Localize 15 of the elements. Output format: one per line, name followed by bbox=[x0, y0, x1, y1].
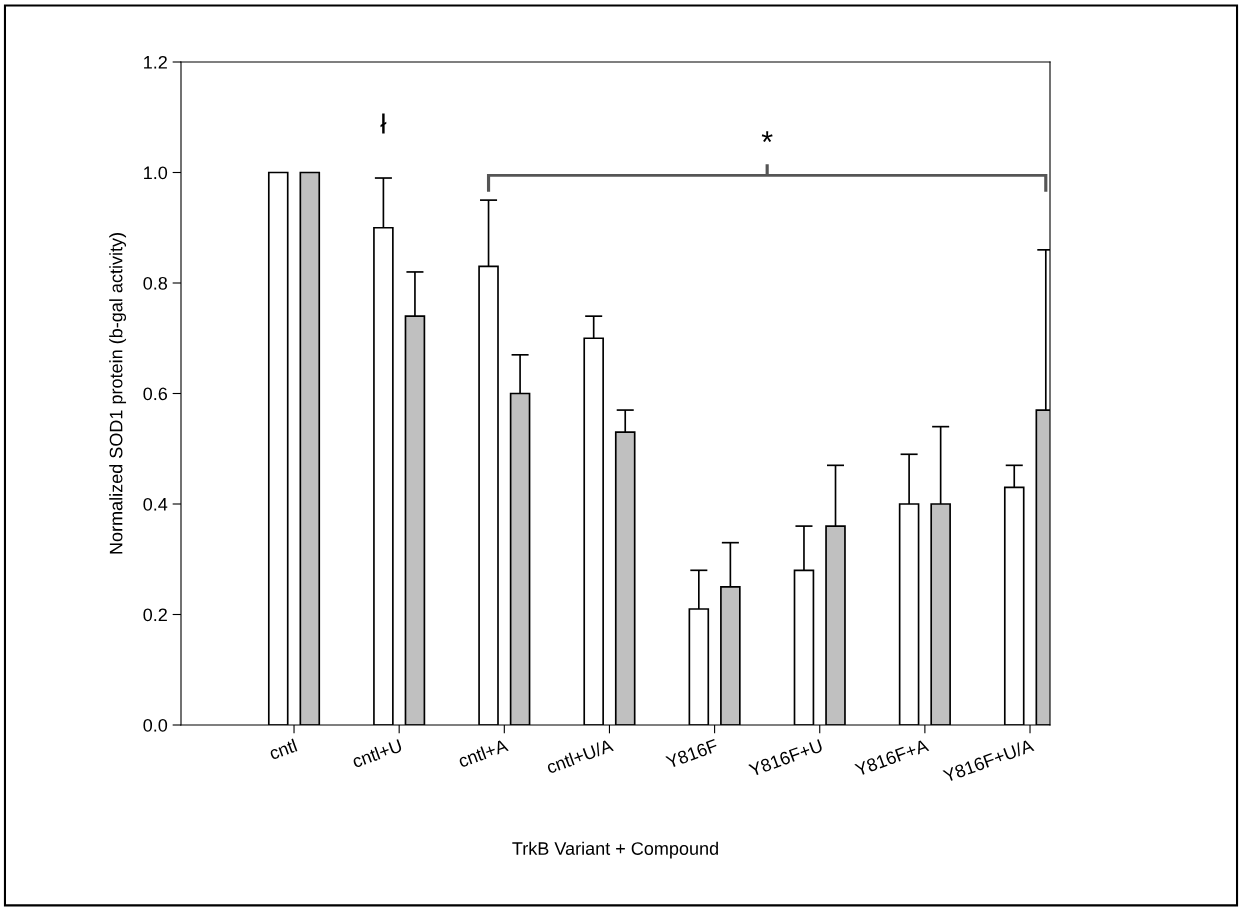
x-tick-label: Y816F bbox=[665, 738, 719, 769]
y-tick-label: 0.8 bbox=[143, 276, 168, 290]
y-tick-label: 1.0 bbox=[144, 166, 168, 180]
x-axis-title: TrkB Variant + Compound bbox=[512, 841, 718, 859]
y-tick-label: 0.0 bbox=[143, 718, 168, 732]
x-tick-label: cntl+A bbox=[457, 738, 509, 768]
y-tick-label: 0.6 bbox=[143, 387, 168, 401]
annotation: ł bbox=[380, 113, 387, 134]
y-tick-label: 0.2 bbox=[143, 608, 167, 622]
y-axis-title: Normalized SOD1 protein (b-gal activity) bbox=[109, 233, 127, 554]
y-tick-label: 1.2 bbox=[144, 55, 167, 69]
x-tick-label: cntl+U bbox=[351, 738, 403, 769]
annotation: * bbox=[761, 131, 773, 143]
x-tick-label: cntl bbox=[268, 738, 298, 760]
y-tick-label: 0.4 bbox=[143, 497, 168, 511]
